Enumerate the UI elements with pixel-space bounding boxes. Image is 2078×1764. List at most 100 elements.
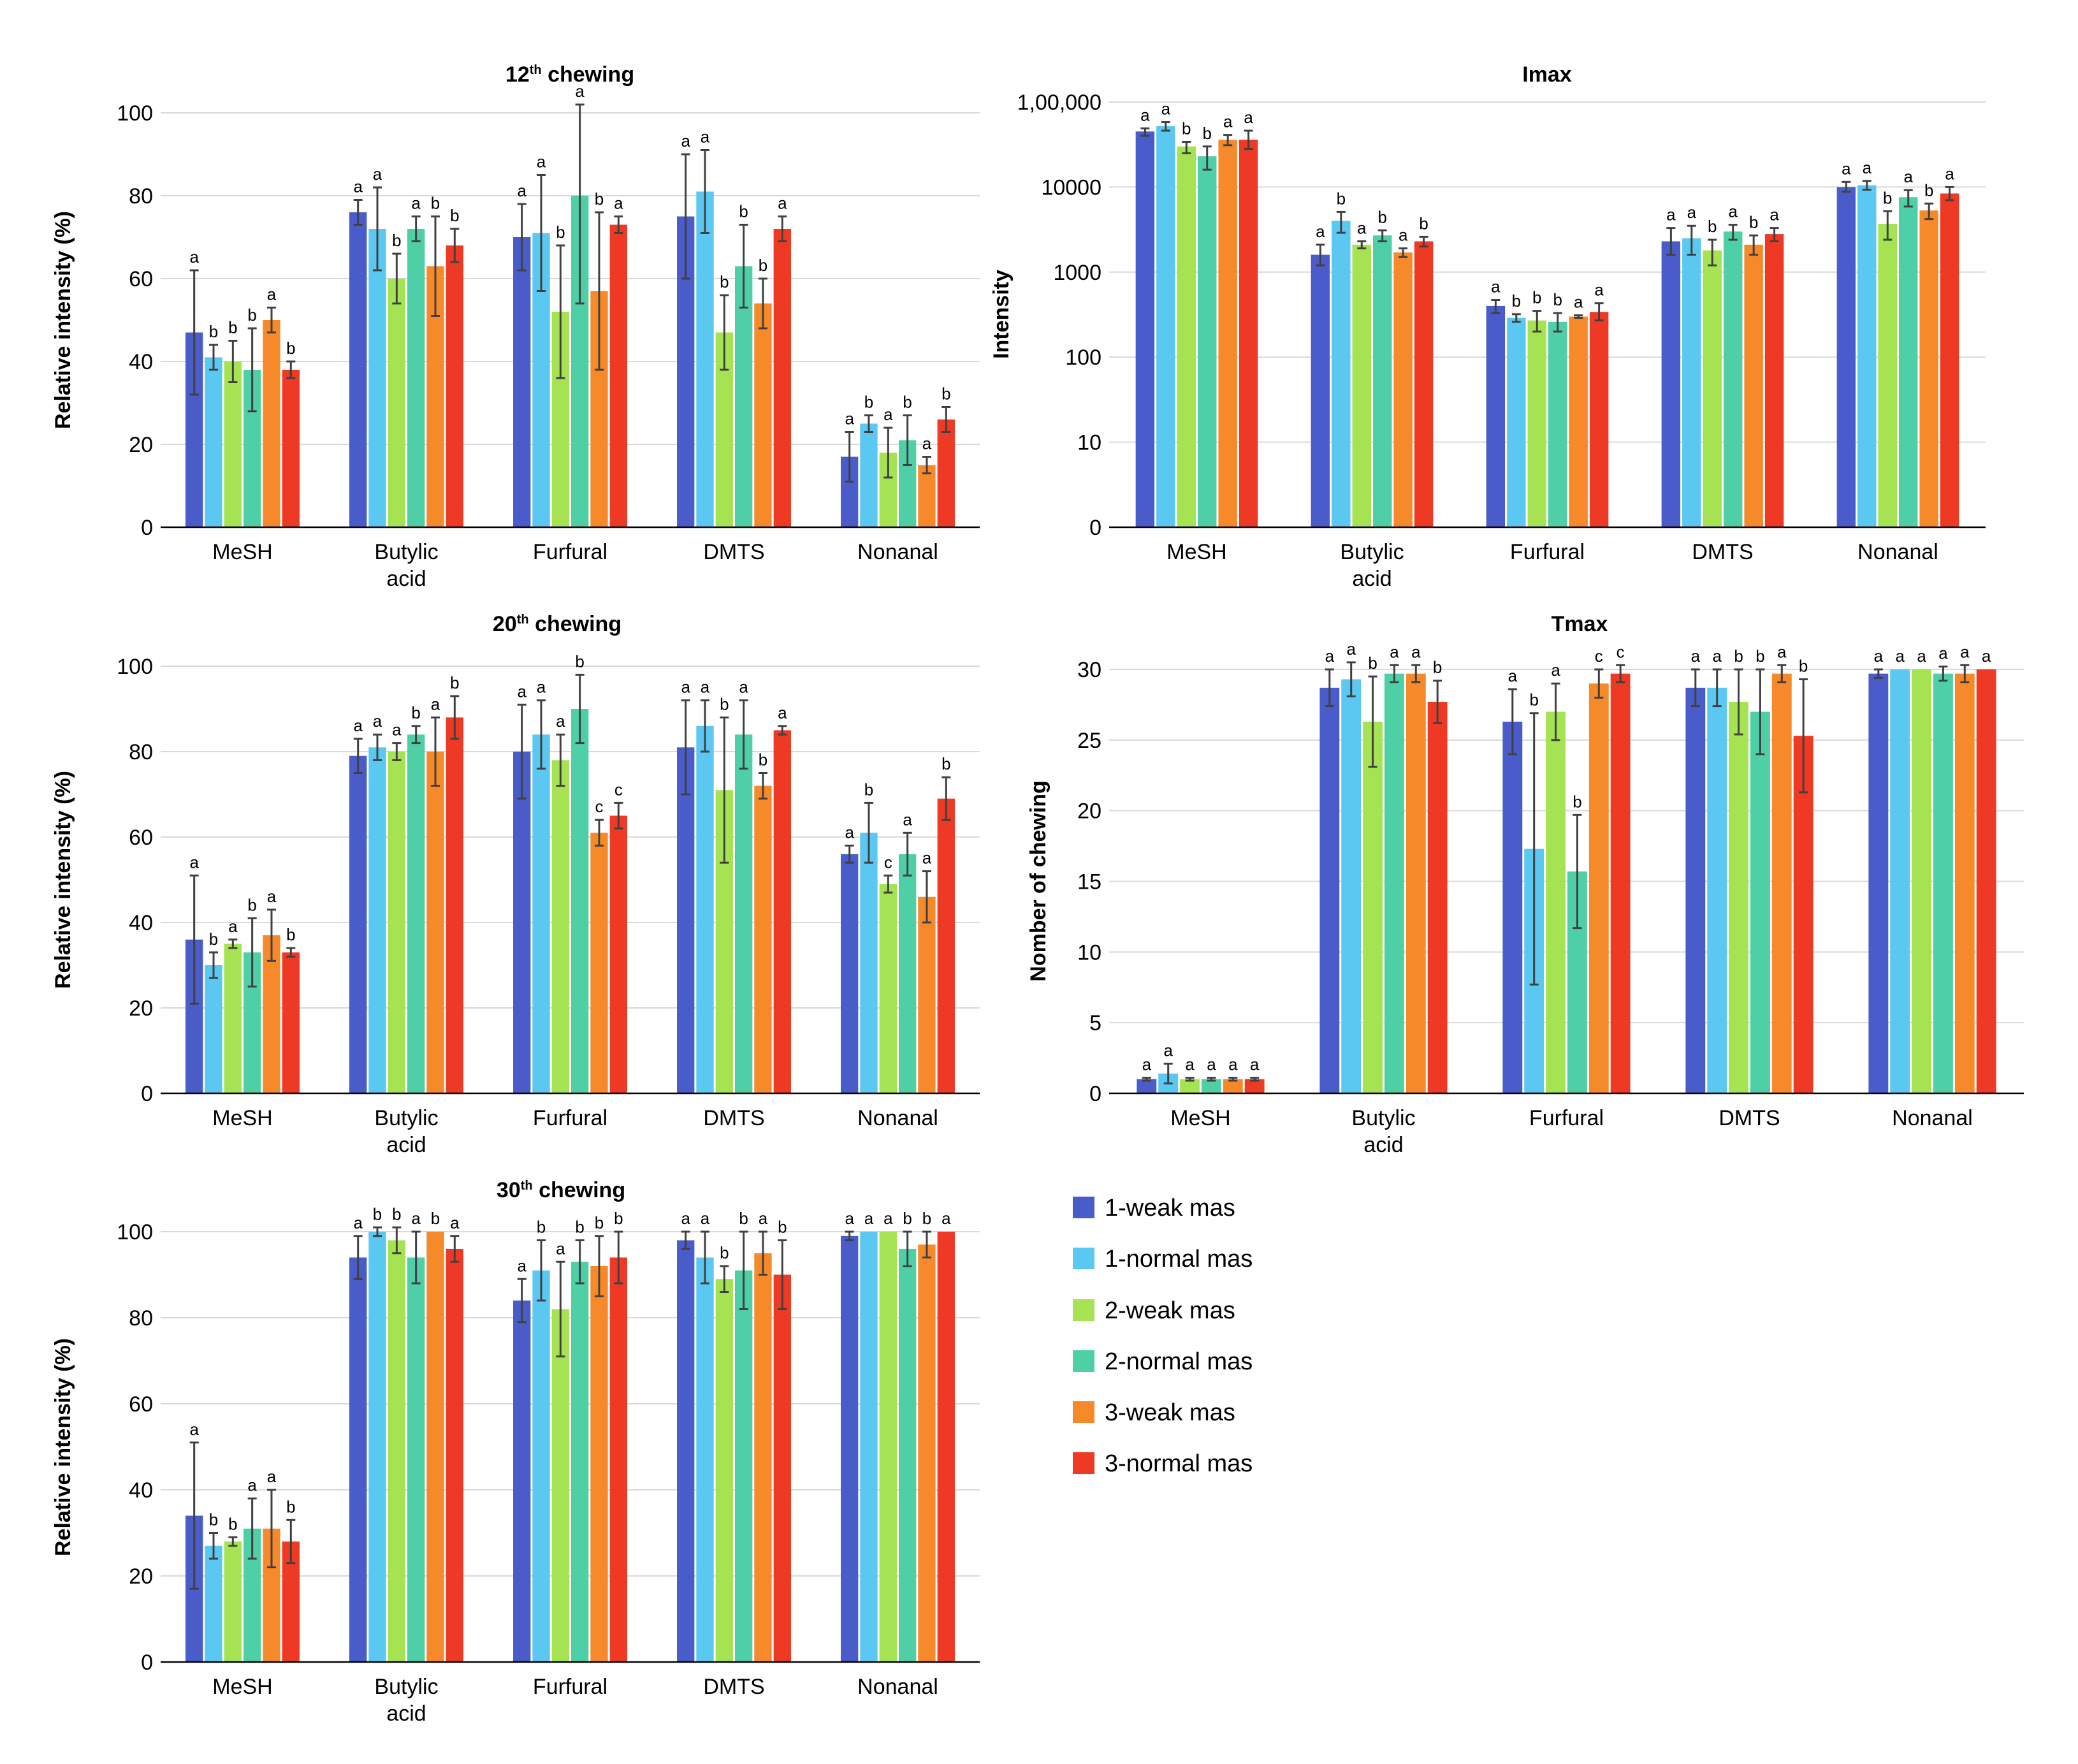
y-axis-label: Relative intensity (%) (51, 1338, 75, 1556)
x-category-label: Butylic (374, 1106, 438, 1130)
bar (937, 1232, 955, 1662)
bar (1384, 673, 1404, 1093)
y-tick-label: 40 (129, 350, 153, 374)
significance-letter: a (1411, 642, 1421, 661)
y-tick-label: 60 (129, 1392, 153, 1417)
legend: 1-weak mas 1-normal mas 2-weak mas 2-nor… (1073, 1195, 1253, 1477)
bar (1393, 252, 1413, 527)
significance-letter: b (1708, 217, 1717, 236)
y-tick-label: 100 (117, 655, 153, 679)
significance-letter: a (1223, 112, 1233, 131)
significance-letter: a (1390, 642, 1399, 661)
legend-swatch (1073, 1299, 1094, 1321)
bar (407, 229, 425, 527)
significance-letter: a (517, 682, 527, 701)
significance-letter: c (1595, 646, 1603, 666)
bar (1661, 241, 1681, 527)
significance-letter: b (450, 673, 459, 692)
bar (407, 1257, 425, 1662)
bar (918, 896, 936, 1093)
x-category-label: DMTS (703, 1106, 764, 1130)
bar (1954, 673, 1975, 1093)
bar (1764, 234, 1784, 527)
bar (1588, 683, 1609, 1093)
x-category-label: MeSH (212, 1675, 272, 1699)
significance-letter: a (1938, 644, 1948, 663)
bar (205, 965, 222, 1093)
bar (1857, 185, 1877, 527)
significance-letter: b (1553, 290, 1562, 309)
significance-letter: a (941, 1209, 951, 1228)
significance-letter: a (1163, 1040, 1173, 1060)
y-tick-label: 80 (129, 184, 153, 208)
bar (677, 1240, 695, 1662)
bar (1223, 1079, 1243, 1093)
significance-letter: c (1617, 642, 1625, 661)
bar (773, 730, 791, 1093)
significance-letter: a (778, 703, 787, 722)
bar (860, 423, 878, 527)
legend-swatch (1073, 1350, 1094, 1372)
significance-letter: b (411, 703, 420, 722)
significance-letter: b (1529, 690, 1538, 710)
x-category-label: Furfural (533, 1675, 607, 1699)
significance-letter: b (1755, 646, 1764, 666)
bar (841, 854, 859, 1093)
legend-swatch (1073, 1452, 1094, 1474)
significance-letter: b (759, 256, 767, 275)
bar (879, 884, 897, 1093)
bar (860, 833, 878, 1093)
significance-letter: a (701, 1209, 710, 1228)
bar (1137, 1079, 1157, 1093)
significance-letter: b (1749, 212, 1758, 231)
bar (1890, 669, 1910, 1093)
y-tick-label: 1000 (1053, 261, 1101, 285)
bar (1744, 244, 1763, 527)
bar (1569, 316, 1588, 527)
significance-letter: a (1691, 646, 1701, 666)
significance-letter: a (614, 194, 623, 213)
significance-letter: b (1532, 288, 1541, 307)
chart-title: 12th chewing (505, 62, 634, 87)
x-category-label: Butylic (374, 1675, 438, 1699)
significance-letter: a (373, 711, 382, 731)
y-tick-label: 1,00,000 (1017, 91, 1101, 115)
bar (513, 237, 531, 527)
significance-letter: b (1883, 188, 1892, 207)
bar (1352, 244, 1371, 527)
x-category-label: MeSH (1170, 1106, 1230, 1130)
x-category-label: Furfural (533, 540, 607, 564)
significance-letter: a (1687, 203, 1697, 222)
significance-letter: b (431, 194, 440, 213)
x-category-label: Furfural (1510, 540, 1585, 564)
bar (513, 1301, 531, 1662)
significance-letter: a (189, 1420, 199, 1439)
significance-letter: b (575, 1218, 584, 1237)
bar (1868, 673, 1889, 1093)
bar (590, 833, 608, 1093)
x-category-label: acid (386, 1133, 426, 1157)
significance-letter: a (411, 1209, 421, 1228)
legend-item: 3-normal mas (1073, 1450, 1253, 1477)
x-category-label: acid (1352, 567, 1391, 591)
significance-letter: a (1903, 167, 1913, 186)
significance-letter: a (883, 1209, 893, 1228)
x-category-label: DMTS (1718, 1106, 1780, 1130)
bar (1414, 241, 1434, 527)
significance-letter: a (1777, 642, 1787, 661)
bar (368, 229, 386, 527)
significance-letter: a (1161, 99, 1171, 119)
significance-letter: a (228, 917, 238, 936)
significance-letter: a (1325, 646, 1335, 666)
significance-letter: a (1346, 639, 1356, 659)
bar (1940, 193, 1959, 528)
bar (368, 747, 386, 1093)
y-tick-label: 0 (141, 1651, 153, 1675)
bar (282, 370, 300, 527)
significance-letter: c (595, 797, 603, 816)
significance-letter: b (1734, 646, 1743, 666)
bar (1486, 305, 1506, 527)
significance-letter: a (701, 678, 710, 697)
legend-item: 2-normal mas (1073, 1348, 1253, 1375)
